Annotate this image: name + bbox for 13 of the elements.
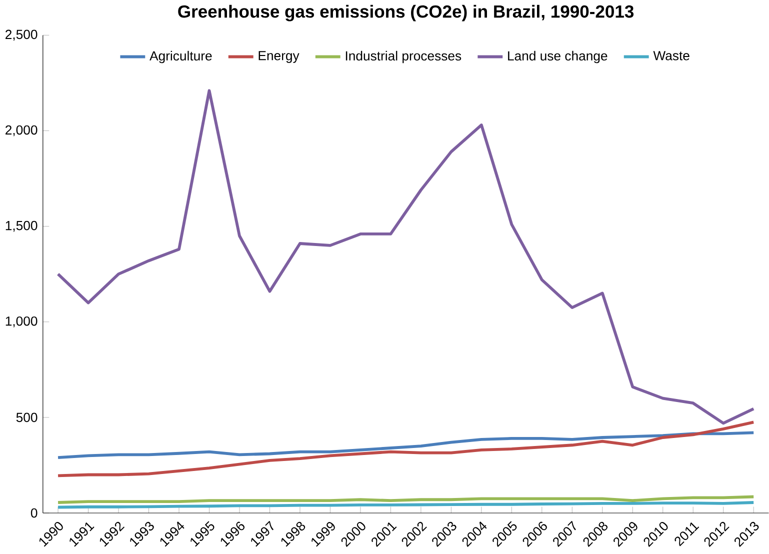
legend-label: Agriculture xyxy=(150,50,212,63)
y-tick-label: 2,500 xyxy=(6,30,38,40)
legend-label: Industrial processes xyxy=(346,50,462,63)
y-tick-label: 1,000 xyxy=(6,316,38,328)
y-tick-label: 1,500 xyxy=(6,220,38,232)
y-tick-label: 500 xyxy=(16,412,38,422)
y-tick-label: 0 xyxy=(30,508,38,518)
line-series xyxy=(56,88,756,424)
y-tick-label: 2,000 xyxy=(6,125,38,136)
chart-title: Greenhouse gas emissions (CO2e) in Brazil, 1990-2013 xyxy=(178,4,634,22)
legend-label: Waste xyxy=(653,50,690,60)
legend-label: Land use change xyxy=(508,50,608,63)
legend-label: Energy xyxy=(258,50,300,63)
